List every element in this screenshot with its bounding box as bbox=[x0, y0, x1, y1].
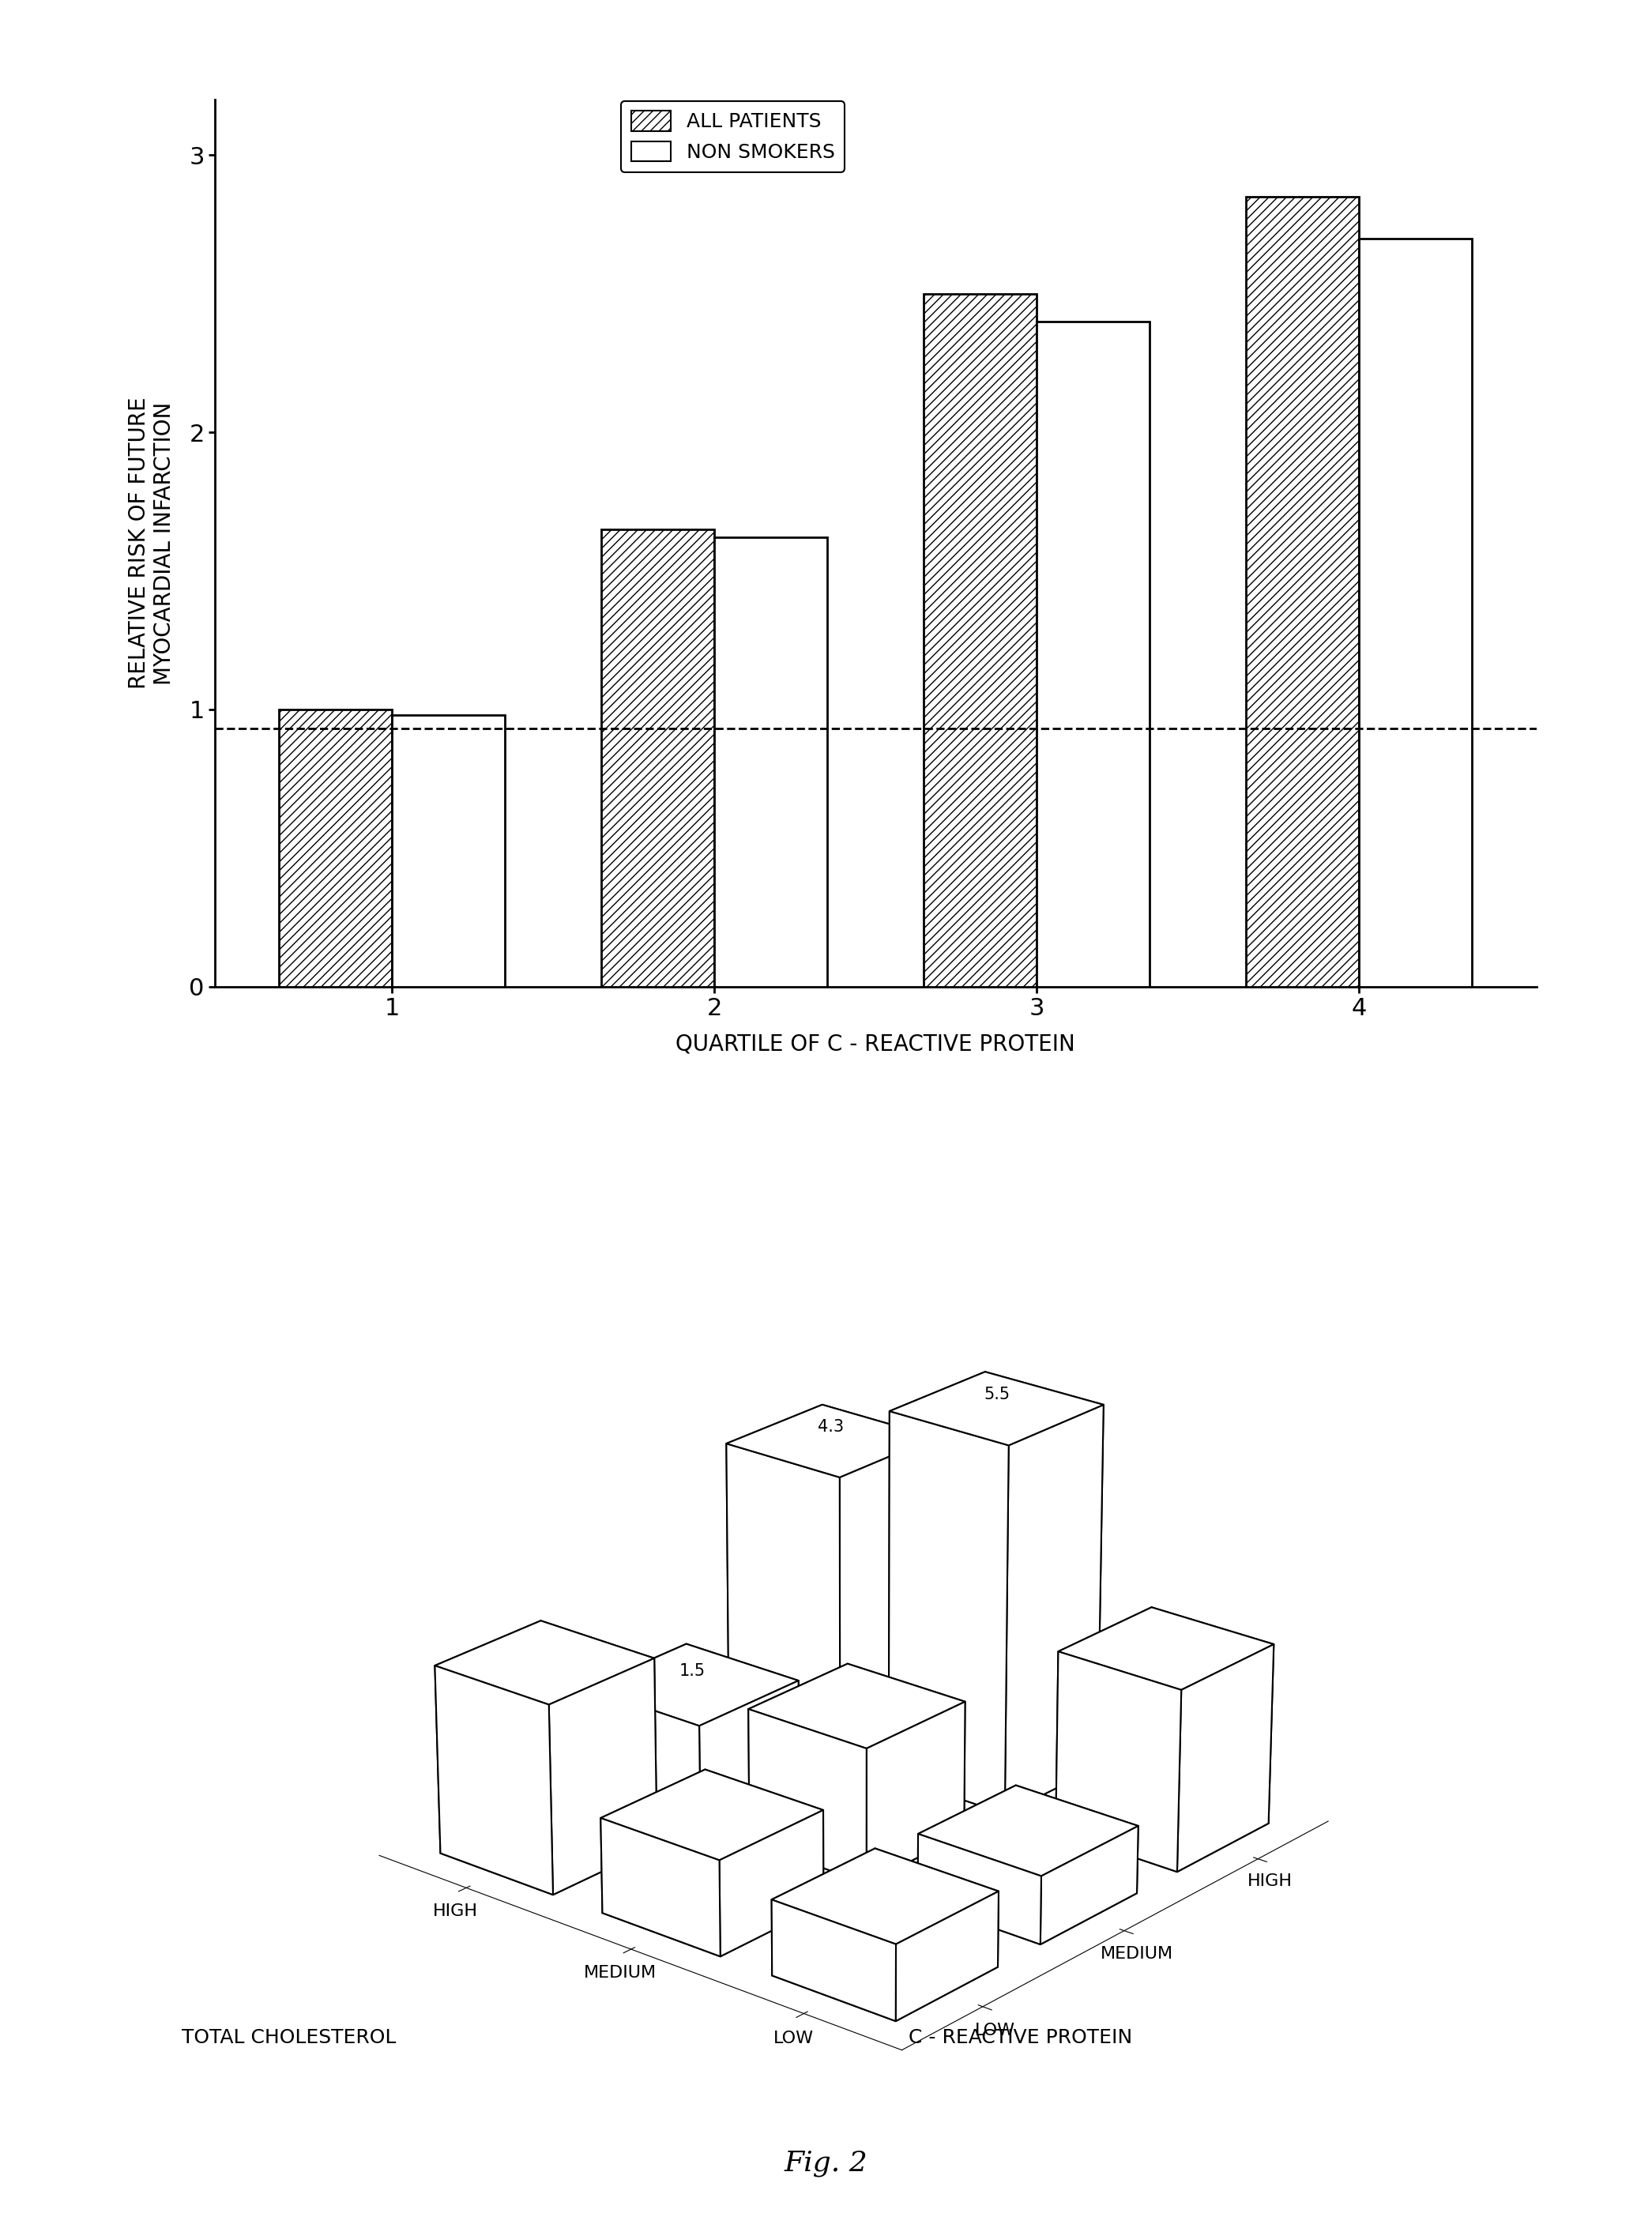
Legend: ALL PATIENTS, NON SMOKERS: ALL PATIENTS, NON SMOKERS bbox=[621, 100, 844, 173]
Bar bbox=[923, 293, 1037, 987]
Bar bbox=[601, 530, 714, 987]
Bar bbox=[1360, 237, 1472, 987]
X-axis label: QUARTILE OF C - REACTIVE PROTEIN: QUARTILE OF C - REACTIVE PROTEIN bbox=[676, 1033, 1075, 1055]
Text: TOTAL CHOLESTEROL: TOTAL CHOLESTEROL bbox=[182, 2029, 396, 2049]
Bar bbox=[714, 537, 828, 987]
Bar bbox=[392, 714, 506, 987]
Bar bbox=[1246, 197, 1360, 987]
Text: C - REACTIVE PROTEIN: C - REACTIVE PROTEIN bbox=[909, 2029, 1132, 2049]
Y-axis label: RELATIVE RISK OF FUTURE
MYOCARDIAL INFARCTION: RELATIVE RISK OF FUTURE MYOCARDIAL INFAR… bbox=[129, 397, 175, 689]
Bar bbox=[1037, 321, 1150, 987]
Bar bbox=[279, 709, 392, 987]
Text: Fig. 1: Fig. 1 bbox=[834, 1164, 917, 1191]
Text: Fig. 2: Fig. 2 bbox=[785, 2150, 867, 2177]
